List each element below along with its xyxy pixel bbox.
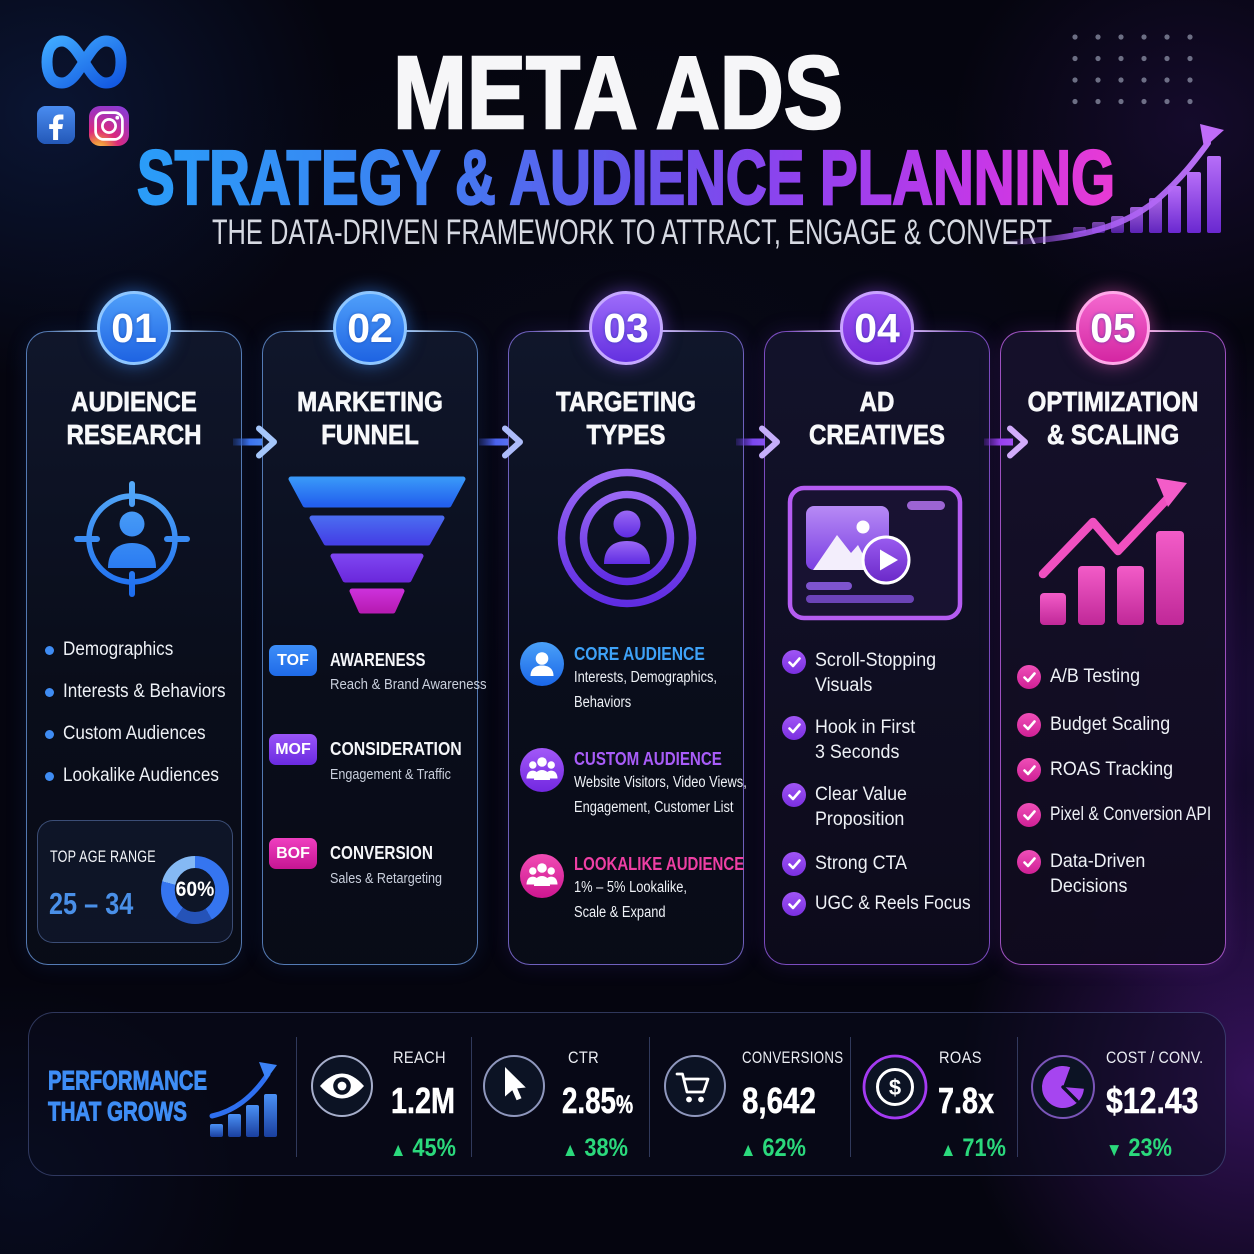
svg-text:META ADS: META ADS: [393, 35, 843, 150]
svg-text:$: $: [889, 1075, 901, 1100]
svg-text:PERFORMANCE: PERFORMANCE: [48, 1066, 207, 1096]
svg-text:THAT GROWS: THAT GROWS: [48, 1097, 187, 1127]
svg-text:THE DATA-DRIVEN FRAMEWORK TO A: THE DATA-DRIVEN FRAMEWORK TO ATTRACT, EN…: [212, 213, 1052, 252]
svg-text:STRATEGY & AUDIENCE PLANNING: STRATEGY & AUDIENCE PLANNING: [137, 135, 1115, 221]
